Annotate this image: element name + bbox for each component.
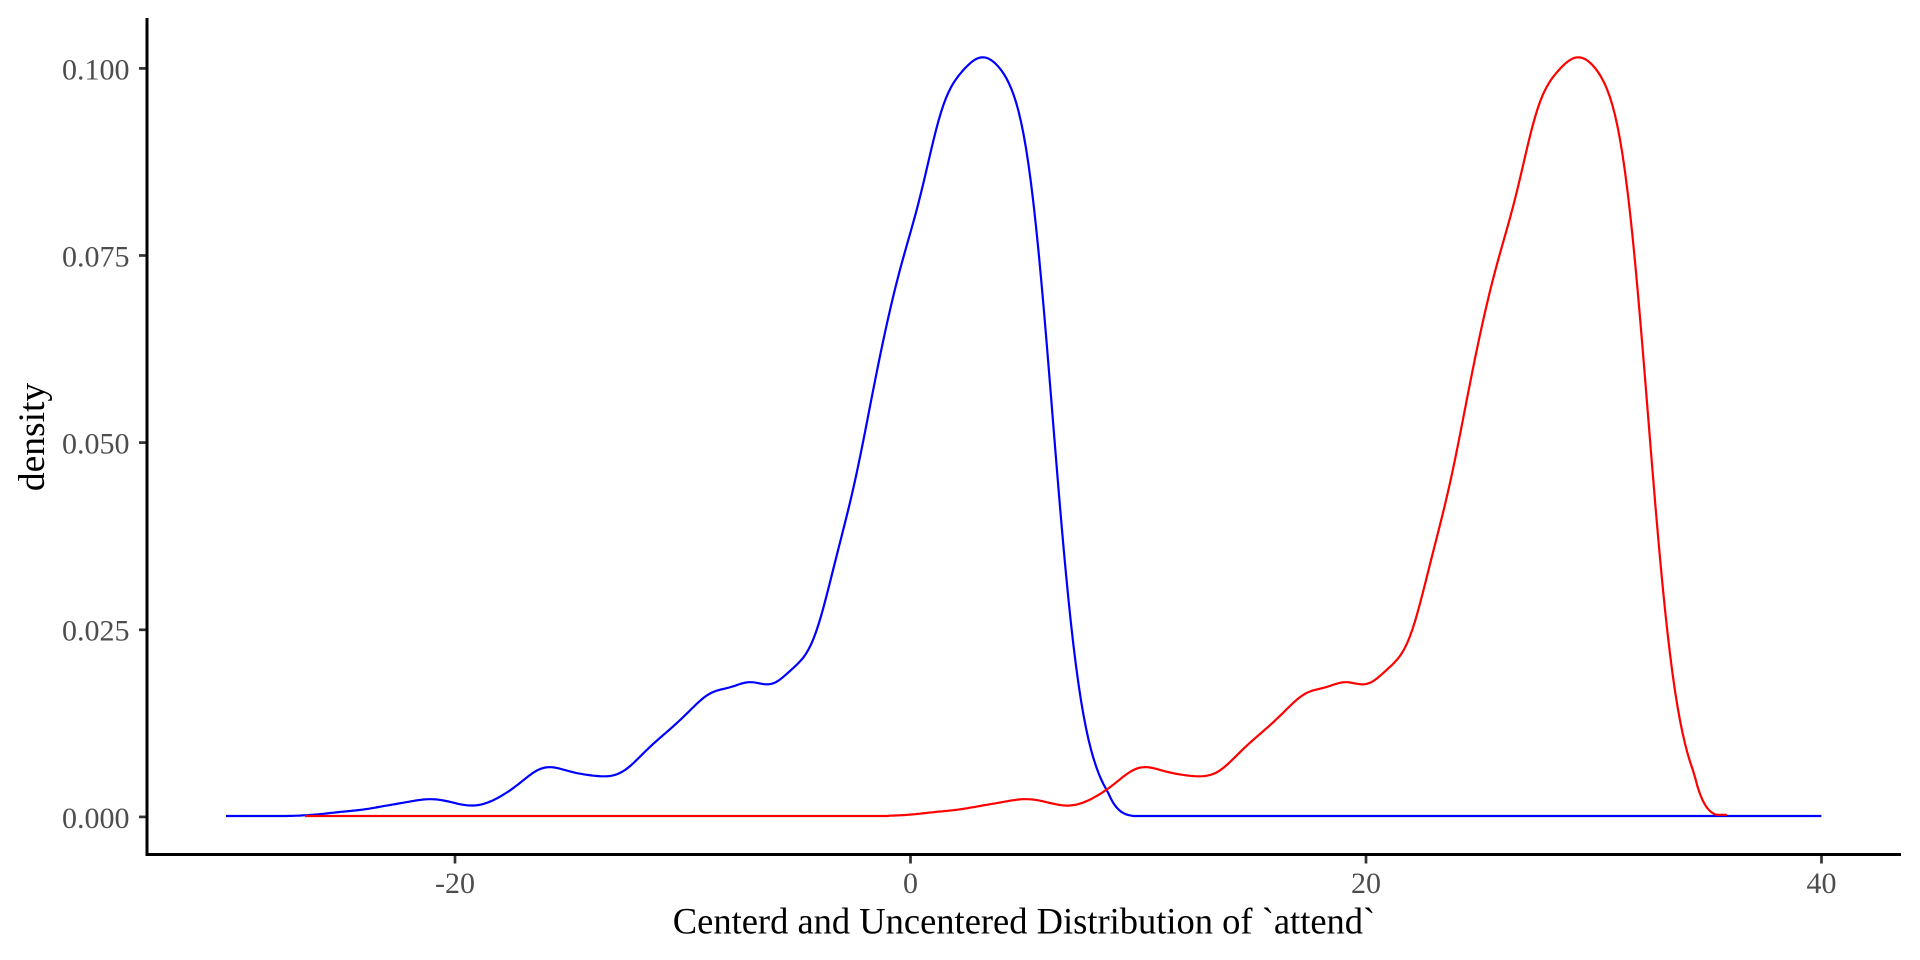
svg-text:0.050: 0.050 [62,428,130,461]
svg-text:0.100: 0.100 [62,53,130,86]
svg-text:0: 0 [903,867,918,900]
svg-text:0.000: 0.000 [62,802,130,835]
svg-text:40: 40 [1807,867,1837,900]
svg-text:20: 20 [1351,867,1381,900]
svg-text:Centerd and Uncentered Distrib: Centerd and Uncentered Distribution of `… [673,901,1375,942]
svg-text:0.075: 0.075 [62,240,130,273]
svg-text:0.025: 0.025 [62,615,130,648]
svg-text:-20: -20 [435,867,475,900]
svg-text:density: density [12,383,53,492]
